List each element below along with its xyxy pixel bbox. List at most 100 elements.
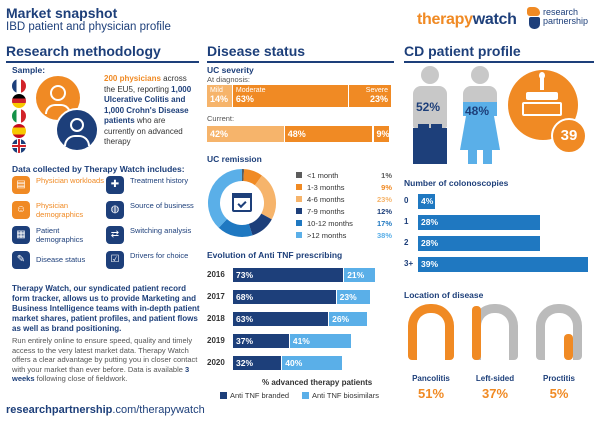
colonoscopy-label: 2: [404, 238, 409, 247]
footer-url[interactable]: researchpartnership.com/therapywatch: [6, 404, 205, 416]
colon-icon: [468, 304, 522, 366]
colon-affected: [472, 306, 481, 360]
italy-flag-icon: [12, 109, 26, 123]
france-flag-icon: [12, 79, 26, 93]
current-severity-bar: 42% 48% 9%: [207, 126, 392, 142]
antitnf-xlabel: % advanced therapy patients: [262, 378, 373, 387]
patient-file-icon: ▦: [12, 226, 30, 244]
sample-patients: 1,000 Ulcerative Colitis and 1,000 Crohn…: [104, 84, 192, 126]
location-panel: Pancolitis 51% Left-sided 37% Proctitis 5%: [404, 304, 594, 404]
year-label: 2017: [207, 292, 225, 301]
collected-item-label: Physician demographics: [36, 201, 84, 219]
collected-item-label: Physician workloads: [36, 176, 104, 185]
severe-segment: Severe 23%: [349, 85, 392, 107]
colon-icon: [532, 304, 586, 366]
antitnf-chart: 2016 73% 21% 2017 68% 23% 2018 63% 26% 2019 37% 41%…: [207, 264, 394, 374]
research-partnership-logo: research partnership: [543, 8, 588, 26]
page-subtitle: IBD patient and physician profile: [6, 21, 171, 33]
research-partnership-logo-icon: [527, 7, 541, 29]
logo-therapy-text: therapy: [417, 11, 473, 28]
colonoscopy-label: 3+: [404, 259, 414, 268]
donut-slice: [248, 213, 272, 236]
remission-value: 12%: [376, 207, 392, 216]
branded-bar: 32%: [233, 356, 282, 370]
donut-slice: [208, 169, 243, 228]
colonoscopies-heading: Number of colonoscopies: [404, 178, 509, 188]
remission-legend-row: 10-12 months 17%: [296, 218, 392, 229]
online-text-2: following close of fieldwork.: [34, 374, 128, 383]
collected-item-label: Drivers for choice: [130, 251, 189, 260]
remission-legend-row: <1 month 1%: [296, 170, 392, 181]
remission-swatch: [296, 208, 302, 214]
branded-bar: 68%: [233, 290, 336, 304]
remission-label: 4-6 months: [307, 195, 345, 204]
logo-watch-text: watch: [472, 11, 517, 28]
cd-divider: [404, 61, 594, 63]
remission-value: 9%: [381, 183, 392, 192]
severity-value-moderate: 63%: [235, 94, 254, 104]
moderate-segment: 48%: [284, 126, 374, 142]
legend-branded: Anti TNF branded: [220, 391, 289, 400]
footer-url-rest: .com/therapywatch: [112, 404, 205, 416]
antitnf-heading: Evolution of Anti TNF prescribing: [207, 250, 343, 260]
collected-heading: Data collected by Therapy Watch includes…: [12, 164, 185, 174]
year-label: 2020: [207, 358, 225, 367]
donut-slice: [242, 169, 262, 186]
remission-label: <1 month: [307, 171, 339, 180]
colon-shape: [536, 304, 582, 360]
moderate-segment: Moderate 63%: [232, 85, 350, 107]
remission-swatch: [296, 196, 302, 202]
mild-segment: 42%: [207, 126, 285, 142]
at-diagnosis-label: At diagnosis:: [207, 75, 250, 84]
diagnosis-severity-bar: Mild 14% Moderate 63% Severe 23%: [207, 85, 392, 107]
remission-donut: [208, 169, 276, 237]
uc-remission-heading: UC remission: [207, 154, 262, 164]
remission-value: 38%: [376, 231, 392, 240]
location-value: 37%: [481, 386, 509, 401]
remission-legend-row: >12 months 38%: [296, 230, 392, 241]
male-percent: 52%: [416, 100, 441, 114]
severe-segment: 9%: [373, 126, 391, 142]
colonoscopies-chart: 0 4% 1 28% 2 28% 3+ 39%: [404, 194, 594, 278]
location-heading: Location of disease: [404, 290, 484, 300]
severity-label-mild: Mild: [210, 87, 223, 94]
colonoscopy-label: 1: [404, 217, 409, 226]
collected-items-grid: ▤ Physician workloads ✚ Treatment history ☺ P…: [12, 176, 202, 276]
collected-item-label: Switching analysis: [130, 226, 192, 235]
legend-biosimilars: Anti TNF biosimilars: [302, 391, 379, 400]
online-description: Run entirely online to ensure speed, qua…: [12, 336, 200, 384]
legend-branded-swatch: [220, 392, 227, 399]
biosimilar-bar: 41%: [288, 334, 351, 348]
uk-flag-icon: [12, 139, 26, 153]
location-value: 5%: [549, 386, 569, 401]
mild-segment: Mild 14%: [207, 85, 233, 107]
colonoscopy-bar: 28%: [418, 215, 541, 230]
switch-arrows-icon: ⇄: [106, 226, 124, 244]
biosimilar-bar: 23%: [335, 290, 371, 304]
remission-value: 17%: [376, 219, 392, 228]
logo-partnership-text: partnership: [543, 16, 589, 26]
colon-icon: [404, 304, 458, 366]
location-label: Proctitis: [542, 374, 575, 383]
sample-physicians: 200 physicians: [104, 74, 161, 83]
remission-label: 10-12 months: [307, 219, 353, 228]
severity-value-severe: 9%: [376, 129, 390, 139]
sample-description: 200 physicians across the EU5, reporting…: [104, 74, 196, 148]
methodology-heading: Research methodology: [6, 43, 161, 59]
remission-label: 1-3 months: [307, 183, 345, 192]
branded-bar: 73%: [233, 268, 344, 282]
severity-value-severe: 23%: [369, 94, 388, 104]
clipboard-icon: ▤: [12, 176, 30, 194]
biosimilar-bar: 21%: [343, 268, 375, 282]
footer-url-bold: researchpartnership: [6, 404, 113, 416]
biosimilar-bar: 26%: [328, 312, 368, 326]
male-figure-icon: [410, 66, 450, 166]
collected-item-label: Source of business: [130, 201, 194, 210]
female-figure-icon: [458, 66, 502, 166]
people-icon: ☺: [12, 201, 30, 219]
germany-flag-icon: [12, 94, 26, 108]
severity-label-moderate: Moderate: [235, 87, 266, 94]
uc-severity-heading: UC severity: [207, 65, 254, 75]
donut-slice: [254, 175, 276, 220]
legend-bio-swatch: [302, 392, 309, 399]
